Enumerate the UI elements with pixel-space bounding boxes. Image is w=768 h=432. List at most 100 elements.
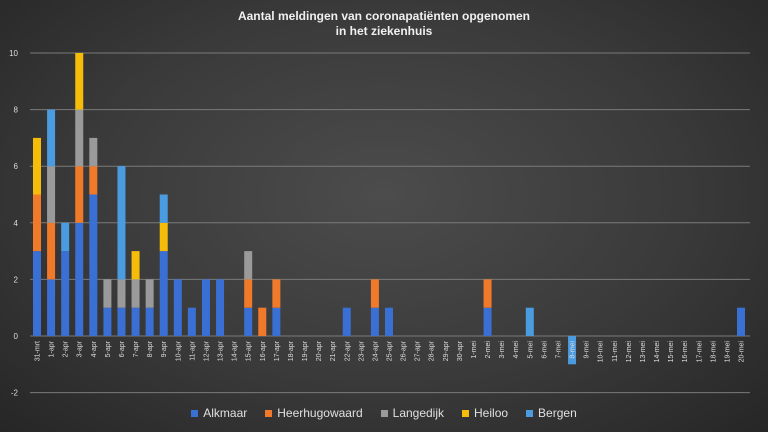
bar-alkmaar <box>173 279 182 336</box>
bar-heerhugowaard <box>75 166 84 223</box>
x-tick-label: 18-mei <box>710 341 717 363</box>
x-tick-label: 4-mei <box>513 341 520 359</box>
x-tick-label: 18-apr <box>288 340 295 361</box>
x-tick-label: 8-mei <box>570 341 577 359</box>
x-tick-label: 1-apr <box>49 340 56 357</box>
x-tick-label: 17-mei <box>696 341 703 363</box>
x-tick-label: 27-apr <box>415 340 422 361</box>
bar-alkmaar <box>145 307 154 336</box>
x-tick-label: 7-apr <box>133 340 140 357</box>
x-tick-label: 25-apr <box>387 340 394 361</box>
bar-bergen <box>117 166 126 280</box>
x-tick-label: 6-mei <box>541 341 548 359</box>
legend-item-heerhugowaard: Heerhugowaard <box>265 406 363 420</box>
bar-bergen <box>47 109 56 167</box>
x-tick-label: 29-apr <box>443 340 450 361</box>
bar-heiloo <box>131 251 140 280</box>
x-tick-label: 14-mei <box>654 341 661 363</box>
bar-heerhugowaard <box>272 279 281 308</box>
x-tick-label: 5-mei <box>527 341 534 359</box>
x-tick-label: 30-apr <box>457 340 464 361</box>
x-tick-label: 15-apr <box>246 340 253 361</box>
legend-swatch <box>191 409 199 417</box>
x-tick-label: 9-mei <box>584 341 591 359</box>
bar-alkmaar <box>47 279 56 336</box>
x-tick-label: 23-apr <box>358 340 365 361</box>
x-tick-label: 7-mei <box>555 341 562 359</box>
bar-alkmaar <box>385 307 393 336</box>
x-tick-label: 13-mei <box>640 341 647 363</box>
legend-swatch <box>380 409 388 417</box>
bar-langedijk <box>47 166 56 223</box>
bar-heerhugowaard <box>33 194 41 252</box>
bar-alkmaar <box>483 307 492 336</box>
legend-label: Heerhugowaard <box>277 406 363 420</box>
bar-langedijk <box>145 279 154 308</box>
x-tick-label: 8-apr <box>147 340 154 357</box>
bar-alkmaar <box>737 307 745 336</box>
legend-label: Bergen <box>538 406 577 420</box>
bar-bergen <box>159 194 168 223</box>
bar-langedijk <box>103 279 112 308</box>
legend-item-bergen: Bergen <box>526 406 577 420</box>
chart-title-line-1: Aantal meldingen van coronapatiënten opg… <box>237 9 531 23</box>
legend-item-langedijk: Langedijk <box>380 406 445 420</box>
bar-langedijk <box>131 279 140 308</box>
x-tick-label: 9-apr <box>161 340 168 357</box>
x-tick-label: 20-apr <box>316 340 323 361</box>
bar-alkmaar <box>272 307 281 336</box>
y-tick-label: 6 <box>14 162 19 171</box>
x-tick-label: 16-mei <box>682 341 689 363</box>
bar-langedijk <box>244 251 253 280</box>
bar-heerhugowaard <box>258 307 267 336</box>
bar-langedijk <box>89 137 98 167</box>
bar-heerhugowaard <box>47 222 56 280</box>
legend: Alkmaar Heerhugowaard Langedijk Heiloo Berge… <box>0 406 768 420</box>
y-tick-label: -2 <box>11 389 19 398</box>
bar-heiloo <box>33 137 41 195</box>
bar-alkmaar <box>342 307 351 336</box>
bar-alkmaar <box>370 307 379 336</box>
bar-alkmaar <box>75 222 84 336</box>
bar-alkmaar <box>89 194 98 336</box>
bar-langedijk <box>75 109 84 167</box>
x-tick-label: 11-mei <box>612 341 619 362</box>
bar-alkmaar <box>244 307 253 336</box>
x-tick-label: 31-mrt <box>35 341 42 361</box>
bar-heiloo <box>75 53 84 110</box>
x-tick-label: 13-apr <box>218 340 225 361</box>
x-tick-label: 19-mei <box>724 341 731 363</box>
legend-swatch <box>265 409 273 417</box>
chart-title-line-2: in het ziekenhuis <box>335 24 433 38</box>
bar-alkmaar <box>33 251 41 336</box>
x-tick-label: 19-apr <box>302 340 309 361</box>
bar-heerhugowaard <box>370 279 379 308</box>
x-tick-label: 12-mei <box>626 341 633 363</box>
x-tick-label: 10-mei <box>598 341 605 363</box>
x-tick-label: 6-apr <box>119 340 126 357</box>
bar-heerhugowaard <box>483 279 492 308</box>
legend-label: Heiloo <box>474 406 509 420</box>
bar-alkmaar <box>201 279 210 336</box>
bar-alkmaar <box>159 251 168 336</box>
x-tick-label: 2-apr <box>63 340 70 357</box>
bar-alkmaar <box>103 307 112 336</box>
x-tick-label: 16-apr <box>260 340 267 361</box>
bar-heiloo <box>159 222 168 252</box>
legend-label: Alkmaar <box>203 406 248 420</box>
bar-heerhugowaard <box>244 279 253 308</box>
bar-heerhugowaard <box>89 166 98 195</box>
bar-alkmaar <box>187 307 196 336</box>
x-tick-label: 3-apr <box>77 340 84 357</box>
y-tick-label: 4 <box>14 219 19 228</box>
y-tick-label: 2 <box>14 275 19 284</box>
x-tick-label: 21-apr <box>330 340 337 361</box>
x-tick-label: 12-apr <box>203 340 210 361</box>
bar-bergen <box>568 336 577 365</box>
legend-label: Langedijk <box>392 406 445 420</box>
legend-swatch <box>462 409 470 417</box>
x-tick-label: 17-apr <box>274 340 281 361</box>
x-tick-label: 26-apr <box>401 340 408 361</box>
bar-alkmaar <box>131 307 140 336</box>
x-tick-label: 4-apr <box>91 340 98 357</box>
